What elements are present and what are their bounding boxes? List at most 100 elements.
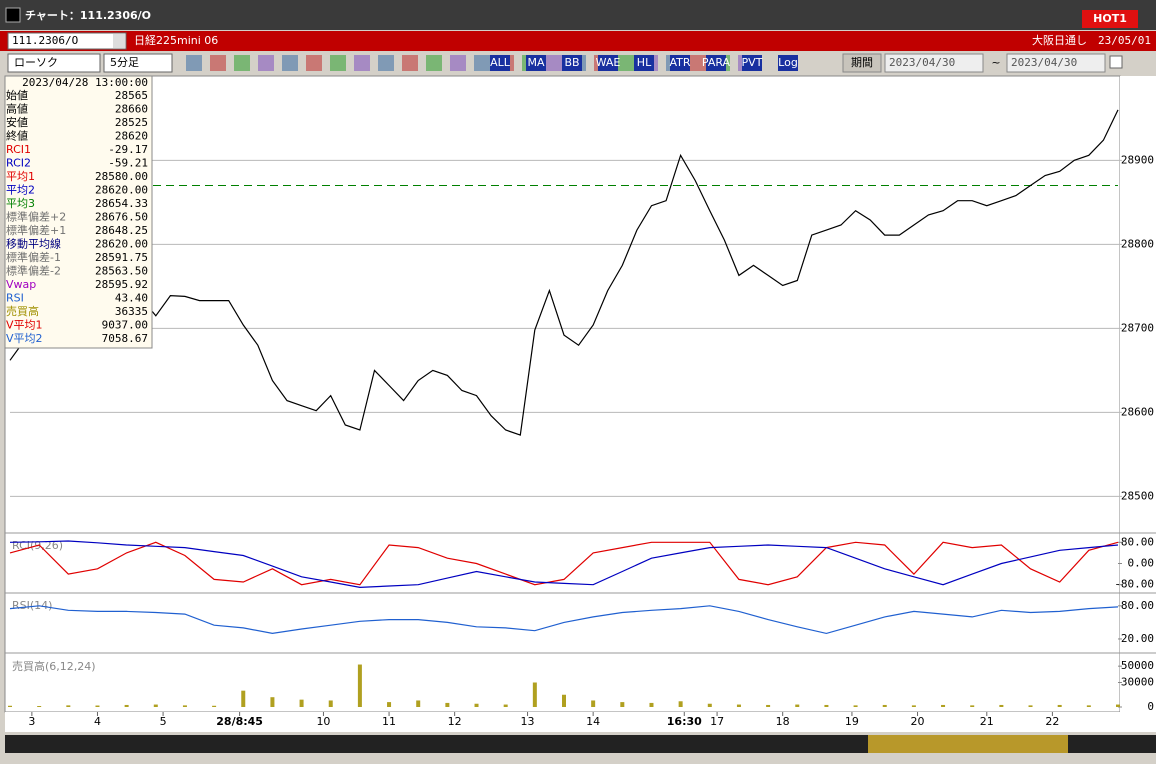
panel-value: 28654.33 bbox=[95, 197, 148, 210]
panel-label: V平均1 bbox=[6, 319, 43, 332]
volume-bar bbox=[1116, 704, 1120, 707]
panel-label: Vwap bbox=[6, 278, 36, 291]
panel-value: 28620 bbox=[115, 130, 148, 143]
panel-value: 28595.92 bbox=[95, 278, 148, 291]
volume-bar bbox=[999, 704, 1004, 707]
x-tick-label: 11 bbox=[382, 715, 396, 728]
x-tick-label: 3 bbox=[28, 715, 35, 728]
y-tick-label: 50000 bbox=[1121, 659, 1154, 672]
tool-icon bbox=[450, 55, 466, 71]
panel-value: 28565 bbox=[115, 89, 148, 102]
range-sep: ~ bbox=[991, 56, 1000, 69]
period-label[interactable]: 期間 bbox=[851, 56, 873, 69]
y-tick-label: 80.00 bbox=[1121, 599, 1154, 612]
panel-value: -59.21 bbox=[108, 157, 148, 170]
scroll-thumb[interactable] bbox=[868, 735, 1068, 753]
panel-value: 28620.00 bbox=[95, 184, 148, 197]
x-tick-label: 10 bbox=[316, 715, 330, 728]
volume-bar bbox=[503, 704, 508, 707]
tool-icon bbox=[706, 55, 726, 71]
toolbar-icons: ALL MA BB WAE HL ATR PARA PVT Log bbox=[186, 55, 798, 71]
panel-value: 9037.00 bbox=[102, 319, 148, 332]
tool-icon-label: PARA bbox=[702, 56, 731, 69]
kind-text[interactable]: ローソク bbox=[14, 56, 58, 69]
checkbox[interactable] bbox=[1109, 55, 1123, 69]
code-drop[interactable] bbox=[113, 34, 125, 48]
x-tick-label: 19 bbox=[845, 715, 859, 728]
interval-text[interactable]: 5分足 bbox=[110, 56, 139, 69]
tool-icon bbox=[378, 55, 394, 71]
volume-bar bbox=[649, 702, 654, 707]
code-text[interactable]: 111.2306/O bbox=[12, 34, 78, 47]
volume-bar bbox=[153, 704, 158, 707]
app-icon bbox=[5, 7, 21, 23]
panel-label: V平均2 bbox=[6, 332, 43, 345]
volume-bar bbox=[795, 704, 800, 707]
tool-icon bbox=[234, 55, 250, 71]
volume-bar bbox=[445, 702, 450, 707]
panel-value: 28525 bbox=[115, 116, 148, 129]
date-from-input[interactable] bbox=[884, 53, 984, 73]
tool-icon-label: ATR bbox=[669, 56, 690, 69]
tool-icon bbox=[778, 55, 798, 71]
panel-bg bbox=[4, 75, 153, 349]
panel-label: 移動平均線 bbox=[6, 237, 61, 251]
interval-select[interactable] bbox=[103, 53, 173, 73]
code-input[interactable] bbox=[7, 32, 127, 50]
tool-icon bbox=[426, 55, 442, 71]
volume-bar bbox=[1028, 705, 1033, 707]
panel-label: 始値 bbox=[6, 88, 28, 102]
tool-icon bbox=[474, 55, 490, 71]
volume-bar bbox=[824, 704, 829, 707]
panel-value: 28580.00 bbox=[95, 170, 148, 183]
y-tick-label: -80.00 bbox=[1114, 578, 1154, 591]
volume-bar bbox=[882, 704, 887, 707]
volume-bar bbox=[95, 705, 100, 707]
series-line bbox=[9, 541, 1119, 586]
volume-bar bbox=[532, 682, 537, 707]
period-button[interactable] bbox=[842, 53, 882, 73]
hot-label[interactable]: HOT1 bbox=[1093, 12, 1127, 25]
hot-button[interactable] bbox=[1082, 10, 1138, 28]
volume-bar bbox=[416, 700, 421, 707]
panel-label: 標準偏差+2 bbox=[6, 210, 66, 224]
y-tick-label: 28800 bbox=[1121, 237, 1154, 250]
tool-icon bbox=[330, 55, 346, 71]
panel-label: 標準偏差-1 bbox=[6, 250, 61, 264]
tool-icon-label: BB bbox=[564, 56, 579, 69]
panel-value: 28676.50 bbox=[95, 211, 148, 224]
kind-select[interactable] bbox=[7, 53, 101, 73]
tool-icon bbox=[210, 55, 226, 71]
volume-bar bbox=[736, 704, 741, 707]
tool-icon-label: ALL bbox=[490, 56, 511, 69]
axis-area bbox=[1120, 76, 1156, 712]
series-line bbox=[9, 109, 1119, 436]
pane-title: 売買高(6,12,24) bbox=[12, 659, 96, 673]
header-bar bbox=[0, 31, 1156, 51]
volume-bar bbox=[562, 694, 566, 707]
date-from[interactable]: 2023/04/30 bbox=[889, 56, 955, 69]
date-to-input[interactable] bbox=[1006, 53, 1106, 73]
panel-label: 終値 bbox=[6, 129, 28, 143]
tool-icon bbox=[690, 55, 706, 71]
tool-icon bbox=[742, 55, 762, 71]
panel-value: -29.17 bbox=[108, 143, 148, 156]
x-axis-area bbox=[5, 712, 1156, 732]
x-tick-label: 28/8:45 bbox=[216, 715, 263, 728]
x-tick-label: 12 bbox=[448, 715, 462, 728]
volume-bar bbox=[620, 702, 625, 707]
session: 大阪日通し bbox=[1032, 33, 1087, 47]
instrument-name: 日経225mini 06 bbox=[134, 34, 218, 47]
volume-bar bbox=[474, 703, 479, 707]
tool-icon-label: HL bbox=[637, 56, 652, 69]
y-tick-label: 20.00 bbox=[1121, 632, 1154, 645]
x-tick-label: 14 bbox=[586, 715, 600, 728]
tool-icon bbox=[258, 55, 274, 71]
tool-icon bbox=[526, 55, 546, 71]
series-line bbox=[9, 605, 1119, 635]
volume-bar bbox=[357, 664, 362, 707]
panel-label: 安値 bbox=[6, 115, 28, 129]
date-to[interactable]: 2023/04/30 bbox=[1011, 56, 1077, 69]
panel-value: 28648.25 bbox=[95, 224, 148, 237]
